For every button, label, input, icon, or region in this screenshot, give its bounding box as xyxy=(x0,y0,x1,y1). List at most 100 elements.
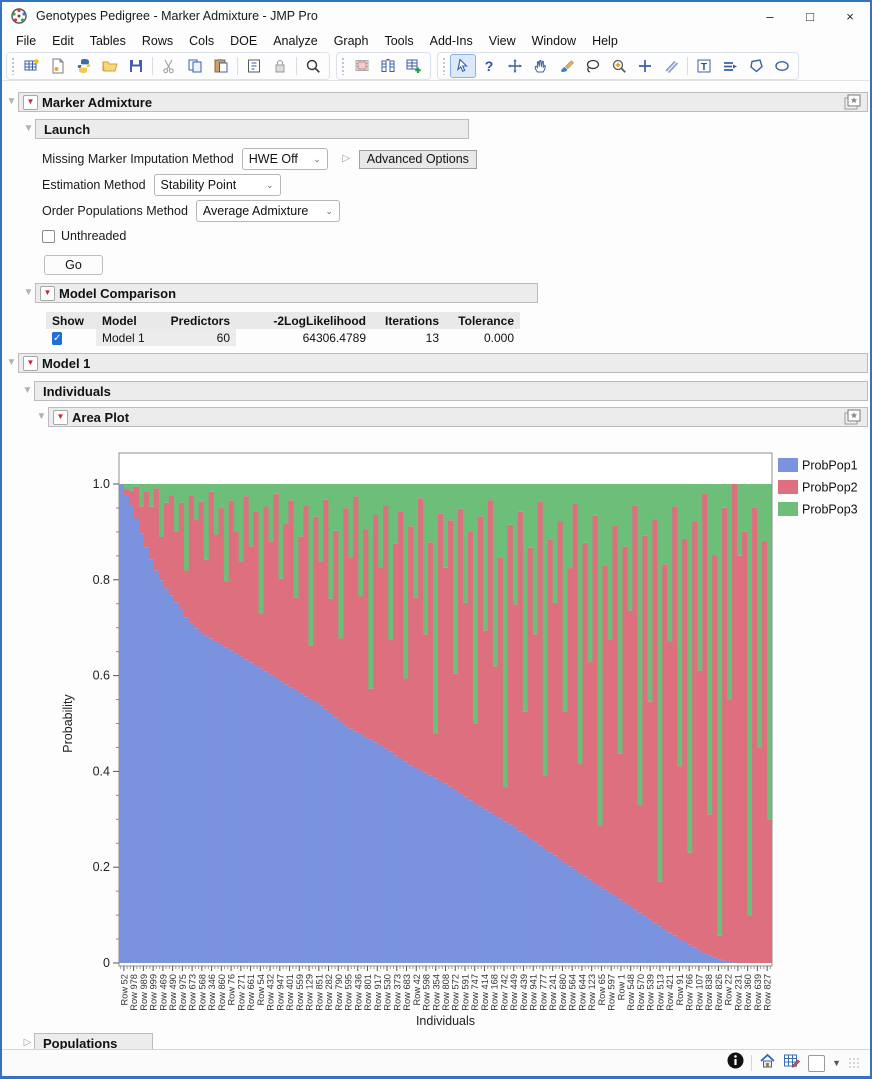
data-table-window-icon[interactable] xyxy=(783,1052,801,1074)
data-grid-icon[interactable] xyxy=(349,54,375,78)
search-icon[interactable] xyxy=(300,54,326,78)
jmp-app-icon xyxy=(10,7,28,25)
imputation-method-dropdown[interactable]: HWE Off ⌄ xyxy=(241,148,328,170)
window-state-box[interactable] xyxy=(808,1054,826,1072)
chevron-down-icon: ⌄ xyxy=(325,205,333,216)
menu-graph[interactable]: Graph xyxy=(333,34,369,48)
estimation-method-dropdown[interactable]: Stability Point ⌄ xyxy=(153,174,281,196)
svg-text:Row 826: Row 826 xyxy=(714,974,724,1011)
grabber-tool-icon[interactable] xyxy=(528,54,554,78)
unthreaded-checkbox[interactable] xyxy=(42,229,55,243)
split-columns-icon[interactable] xyxy=(375,54,401,78)
menu-file[interactable]: File xyxy=(16,34,37,48)
red-triangle-menu-icon[interactable]: ▼ xyxy=(40,285,55,301)
menu-tables[interactable]: Tables xyxy=(89,34,126,48)
column-header-model[interactable]: Model xyxy=(96,312,164,329)
menu-edit[interactable]: Edit xyxy=(52,34,74,48)
disclosure-triangle-model1[interactable]: ▼ xyxy=(6,357,17,368)
cut-icon[interactable] xyxy=(156,54,182,78)
minimize-button[interactable]: – xyxy=(766,8,774,24)
arrow-tool-icon[interactable] xyxy=(450,54,476,78)
red-triangle-menu-icon[interactable]: ▼ xyxy=(53,409,68,425)
outline-header-model1[interactable]: ▼ Model 1 xyxy=(18,353,868,373)
statusbar-dropdown-caret[interactable]: ▼ xyxy=(832,1058,841,1068)
order-populations-dropdown[interactable]: Average Admixture ⌄ xyxy=(195,200,340,222)
lasso-tool-icon[interactable] xyxy=(580,54,606,78)
new-data-table-icon[interactable] xyxy=(19,54,45,78)
maximize-button[interactable]: □ xyxy=(806,8,814,24)
close-button[interactable]: × xyxy=(846,8,854,24)
resize-grip[interactable] xyxy=(848,1057,860,1069)
crosshair-tool-icon[interactable] xyxy=(632,54,658,78)
estimation-method-label: Estimation Method xyxy=(42,178,146,192)
outline-header-area-plot[interactable]: ▼ Area Plot xyxy=(48,407,868,427)
lock-icon[interactable] xyxy=(267,54,293,78)
outline-header-model-comparison[interactable]: ▼ Model Comparison xyxy=(35,283,538,303)
paste-icon[interactable] xyxy=(208,54,234,78)
line-tool-icon[interactable] xyxy=(717,54,743,78)
oval-tool-icon[interactable] xyxy=(769,54,795,78)
menu-help[interactable]: Help xyxy=(592,34,618,48)
brush-tool-icon[interactable] xyxy=(554,54,580,78)
menu-analyze[interactable]: Analyze xyxy=(273,34,318,48)
red-triangle-menu-icon[interactable]: ▼ xyxy=(23,355,38,371)
report-bookmark-icon[interactable] xyxy=(843,409,863,426)
menu-add-ins[interactable]: Add-Ins xyxy=(429,34,473,48)
svg-text:Row 591: Row 591 xyxy=(460,974,470,1011)
outline-header-populations[interactable]: Populations xyxy=(34,1033,153,1049)
python-icon[interactable] xyxy=(71,54,97,78)
svg-text:Row 539: Row 539 xyxy=(646,974,656,1011)
menu-cols[interactable]: Cols xyxy=(189,34,215,48)
advanced-options-disclosure[interactable]: ▷ xyxy=(342,153,351,164)
menu-rows[interactable]: Rows xyxy=(141,34,174,48)
journal-icon[interactable] xyxy=(241,54,267,78)
column-header-iterations[interactable]: Iterations xyxy=(372,312,445,329)
column-header-predictors[interactable]: Predictors xyxy=(164,312,236,329)
outline-header-marker-admixture[interactable]: ▼ Marker Admixture xyxy=(18,92,868,112)
disclosure-triangle-individuals[interactable]: ▼ xyxy=(22,385,33,396)
column-header-show[interactable]: Show xyxy=(46,312,96,329)
disclosure-triangle-model-comparison[interactable]: ▼ xyxy=(23,287,34,298)
add-rows-icon[interactable] xyxy=(401,54,427,78)
report-bookmark-icon[interactable] xyxy=(843,94,863,111)
advanced-options-button[interactable]: Advanced Options xyxy=(358,149,477,169)
chevron-down-icon: ⌄ xyxy=(313,153,321,164)
help-tool-icon[interactable]: ? xyxy=(476,54,502,78)
disclosure-triangle-launch[interactable]: ▼ xyxy=(23,123,34,134)
svg-text:Row 449: Row 449 xyxy=(509,974,519,1011)
move-tool-icon[interactable] xyxy=(502,54,528,78)
annotate-tool-icon[interactable] xyxy=(658,54,684,78)
show-model-checkbox[interactable]: ✓ xyxy=(52,332,63,345)
save-icon[interactable] xyxy=(123,54,149,78)
menu-doe[interactable]: DOE xyxy=(230,34,258,48)
order-populations-method-label: Order Populations Method xyxy=(42,204,188,218)
outline-header-launch[interactable]: Launch xyxy=(35,119,469,139)
table-row[interactable]: ✓ Model 1 60 64306.4789 13 0.000 xyxy=(46,329,520,346)
red-triangle-menu-icon[interactable]: ▼ xyxy=(23,94,38,110)
menu-view[interactable]: View xyxy=(488,34,516,48)
outline-header-individuals[interactable]: Individuals xyxy=(34,381,868,401)
disclosure-triangle-marker-admixture[interactable]: ▼ xyxy=(6,96,17,107)
menu-window[interactable]: Window xyxy=(531,34,577,48)
toolbar-grip[interactable] xyxy=(11,57,16,75)
new-script-icon[interactable] xyxy=(45,54,71,78)
home-window-icon[interactable] xyxy=(759,1052,776,1074)
magnifier-tool-icon[interactable] xyxy=(606,54,632,78)
menu-tools[interactable]: Tools xyxy=(384,34,414,48)
toolbar-grip[interactable] xyxy=(442,57,447,75)
column-header-neg2loglikelihood[interactable]: -2LogLikelihood xyxy=(236,312,372,329)
column-header-tolerance[interactable]: Tolerance xyxy=(445,312,520,329)
open-icon[interactable] xyxy=(97,54,123,78)
disclosure-triangle-area-plot[interactable]: ▼ xyxy=(36,411,47,422)
polygon-tool-icon[interactable] xyxy=(743,54,769,78)
go-button[interactable]: Go xyxy=(44,255,103,275)
imputation-method-label: Missing Marker Imputation Method xyxy=(42,152,234,166)
y-axis-title: Probability xyxy=(61,694,75,753)
toolbar-grip[interactable] xyxy=(341,57,346,75)
info-icon[interactable] xyxy=(727,1052,744,1074)
text-tool-icon[interactable]: T xyxy=(691,54,717,78)
svg-text:Row 421: Row 421 xyxy=(665,974,675,1011)
copy-icon[interactable] xyxy=(182,54,208,78)
disclosure-triangle-populations[interactable]: ▷ xyxy=(23,1037,32,1048)
